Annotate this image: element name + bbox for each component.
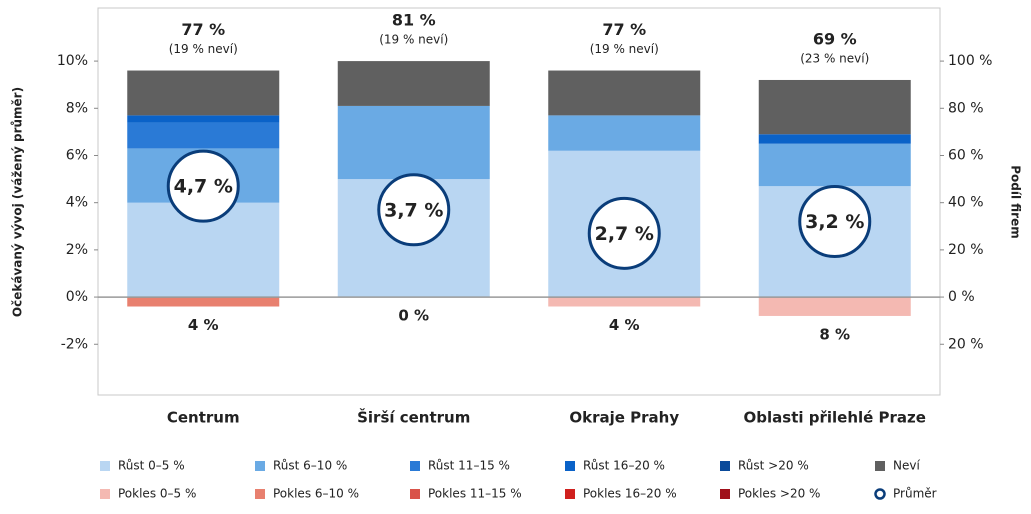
y-tick-label: 2% (66, 242, 88, 258)
decline-total: 0 % (398, 307, 429, 325)
average-marker (587, 196, 661, 270)
bar-segment (337, 105, 490, 180)
y-tick-label: 8% (66, 100, 88, 116)
legend-label: Růst >20 % (738, 459, 809, 473)
legend-label: Pokles 6–10 % (273, 487, 359, 501)
y2-tick-label: 40 % (948, 195, 984, 211)
bar-segment (758, 79, 911, 135)
bar-segment (127, 122, 280, 149)
legend-label: Pokles 11–15 % (428, 487, 522, 501)
legend-swatch (255, 461, 265, 471)
legend-label: Pokles >20 % (738, 487, 820, 501)
x-tick-label: Okraje Prahy (569, 409, 679, 427)
legend-swatch (720, 489, 730, 499)
unknown-note: (19 % neví) (169, 42, 238, 56)
legend-swatch (875, 461, 885, 471)
legend-label: Neví (893, 459, 920, 473)
x-tick-label: Oblasti přilehlé Praze (744, 409, 926, 427)
legend-label: Růst 6–10 % (273, 459, 347, 473)
growth-total: 77 % (602, 20, 646, 39)
legend-label: Růst 16–20 % (583, 459, 665, 473)
bar-segment (548, 70, 701, 116)
average-label: 3,2 % (805, 211, 864, 233)
unknown-note: (19 % neví) (590, 42, 659, 56)
legend-label: Pokles 16–20 % (583, 487, 677, 501)
legend-swatch (565, 489, 575, 499)
decline-total: 8 % (819, 325, 850, 343)
bar-segment (337, 61, 490, 106)
legend-swatch (565, 461, 575, 471)
y-axis-title: Očekávaný vývoj (vážený průměr) (11, 87, 25, 317)
average-marker (377, 173, 451, 247)
unknown-note: (19 % neví) (379, 33, 448, 47)
y2-tick-label: 0 % (948, 289, 975, 305)
average-label: 3,7 % (384, 199, 443, 221)
bar-segment (127, 70, 280, 116)
plot-frame (97, 7, 941, 396)
legend-swatch (100, 461, 110, 471)
legend-label: Růst 11–15 % (428, 459, 510, 473)
decline-total: 4 % (188, 316, 219, 334)
average-marker (166, 149, 240, 223)
legend-marker (874, 488, 886, 500)
y2-tick-label: 20 % (948, 336, 984, 352)
y2-tick-label: 100 % (948, 53, 992, 69)
bar-segment (127, 297, 280, 307)
y2-tick-label: 80 % (948, 100, 984, 116)
growth-total: 81 % (392, 11, 436, 30)
legend-swatch (100, 489, 110, 499)
unknown-note: (23 % neví) (800, 51, 869, 65)
y2-axis-title: Podíl firem (1009, 165, 1023, 239)
legend-swatch (410, 461, 420, 471)
bar-segment (548, 297, 701, 307)
average-label: 4,7 % (174, 176, 233, 198)
legend-label: Průměr (893, 487, 937, 501)
y2-tick-label: 60 % (948, 147, 984, 163)
decline-total: 4 % (609, 316, 640, 334)
legend-swatch (720, 461, 730, 471)
legend-swatch (410, 489, 420, 499)
growth-total: 77 % (181, 20, 225, 39)
legend-label: Růst 0–5 % (118, 459, 185, 473)
y2-tick-label: 20 % (948, 242, 984, 258)
y-tick-label: -2% (61, 336, 88, 352)
legend-label: Pokles 0–5 % (118, 487, 196, 501)
growth-total: 69 % (813, 29, 857, 48)
average-label: 2,7 % (595, 223, 654, 245)
bar-segment (127, 115, 280, 123)
y-tick-label: 0% (66, 289, 88, 305)
x-tick-label: Širší centrum (357, 408, 470, 427)
bar-segment (758, 297, 911, 316)
y-tick-label: 10% (57, 53, 88, 69)
bar-segment (758, 143, 911, 187)
x-tick-label: Centrum (167, 409, 240, 427)
bar-segment (548, 115, 701, 151)
legend-swatch (255, 489, 265, 499)
bar-segment (758, 134, 911, 144)
y-tick-label: 4% (66, 195, 88, 211)
average-marker (798, 185, 872, 259)
y-tick-label: 6% (66, 147, 88, 163)
